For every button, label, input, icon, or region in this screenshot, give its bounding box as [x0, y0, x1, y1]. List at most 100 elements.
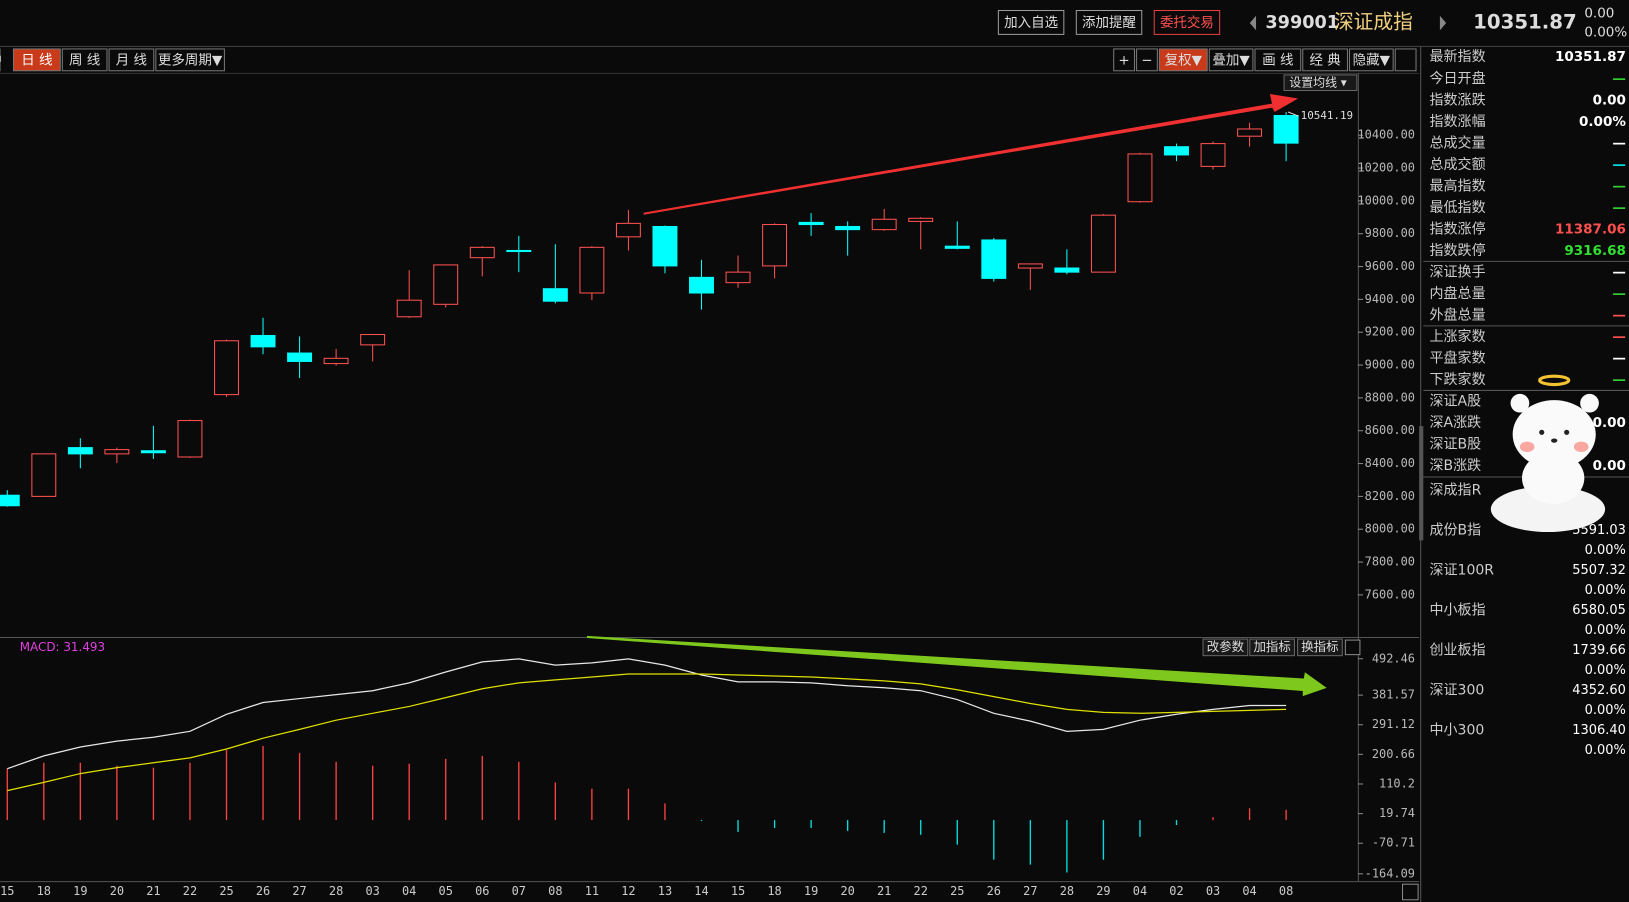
chart-tool-label[interactable]: 画 线 — [1262, 52, 1293, 68]
button[interactable] — [997, 9, 1065, 35]
y-tick-label: 8400.00 — [1365, 456, 1415, 470]
y-tick-label: 9200.00 — [1365, 325, 1415, 339]
button-label[interactable]: 加入自选 — [1004, 15, 1058, 31]
y-tick-label: 8200.00 — [1365, 489, 1415, 503]
stock-name: 深证成指 — [1334, 10, 1413, 33]
candle-body — [542, 288, 568, 302]
period-tab-label[interactable]: 月 线 — [116, 52, 147, 68]
panel-label: 深证换手 — [1430, 263, 1486, 280]
panel-label: 指数跌停 — [1430, 242, 1486, 259]
panel-value: 10351.87 — [1555, 49, 1626, 65]
candle-body — [469, 246, 495, 259]
index-pct: 0.00% — [1585, 743, 1626, 758]
chart-tool-label[interactable]: + — [1118, 52, 1129, 68]
period-tab[interactable] — [61, 48, 108, 72]
index-value: 5507.32 — [1572, 563, 1626, 578]
period-tab-label[interactable]: 钟 — [0, 51, 2, 68]
chart-tool-label[interactable]: 叠加▼ — [1212, 52, 1250, 68]
candle-body — [1054, 267, 1080, 273]
panel-label: 上涨家数 — [1430, 328, 1486, 345]
bear-eye — [1564, 429, 1570, 435]
x-tick-label: 03 — [365, 884, 379, 898]
high-pointer — [1287, 111, 1299, 117]
chart-tool-label[interactable]: − — [1141, 52, 1152, 68]
indicator-button-label[interactable]: 换指标 — [1301, 639, 1338, 654]
fullscreen-button[interactable] — [1394, 48, 1417, 72]
x-tick-label: 29 — [1096, 884, 1110, 898]
candle-body — [762, 224, 788, 267]
prev-arrow[interactable] — [1249, 15, 1257, 31]
y-tick-label: 381.57 — [1372, 688, 1415, 702]
indicator-button[interactable] — [1297, 638, 1343, 657]
chart-tool-label[interactable]: 隐藏▼ — [1353, 52, 1391, 68]
x-tick-label: 21 — [877, 884, 891, 898]
x-tick-label: 03 — [1206, 884, 1220, 898]
indicator-button-label[interactable]: 加指标 — [1253, 639, 1290, 654]
chart-tool[interactable] — [1302, 48, 1348, 72]
x-tick-label: 22 — [183, 884, 197, 898]
candle-body — [1200, 143, 1226, 167]
panel-value: 11387.06 — [1555, 221, 1626, 237]
chart-tool-label[interactable]: 复权▼ — [1165, 51, 1203, 68]
y-tick-label: 10400.00 — [1357, 128, 1415, 142]
high-label: 10541.19 — [1301, 109, 1353, 122]
indicator-button-label[interactable]: 改参数 — [1207, 639, 1245, 654]
sticker — [1490, 374, 1606, 533]
period-tab-label[interactable]: 日 线 — [21, 52, 52, 68]
index-label: 成份B指 — [1430, 522, 1482, 538]
period-tab[interactable] — [108, 48, 155, 72]
period-tab[interactable] — [12, 48, 61, 72]
x-tick-label: 15 — [0, 884, 14, 898]
ma-setting[interactable] — [1283, 74, 1358, 92]
panel-value: — — [1612, 307, 1626, 323]
bear-eye — [1539, 429, 1545, 435]
change-pct: 0.00% — [1584, 24, 1627, 40]
index-pct: 0.00% — [1585, 703, 1626, 718]
green-trend-arrow — [586, 635, 1327, 697]
index-value: 4352.60 — [1572, 683, 1626, 698]
button[interactable] — [1153, 9, 1221, 35]
panel-label: 最新指数 — [1430, 49, 1486, 65]
panel-value: 9316.68 — [1564, 243, 1626, 259]
x-tick-label: 18 — [37, 884, 51, 898]
candle-body — [1127, 153, 1153, 203]
index-value: 6580.05 — [1572, 603, 1626, 618]
chart-tool[interactable] — [1208, 48, 1254, 72]
close-button[interactable] — [1344, 639, 1361, 656]
x-tick-label: 04 — [1133, 884, 1147, 898]
chart-tool[interactable] — [1349, 48, 1394, 72]
y-tick-label: 10000.00 — [1357, 193, 1415, 207]
scroll-button[interactable] — [1401, 883, 1419, 901]
panel-value: — — [1612, 178, 1626, 194]
candle-body — [871, 218, 897, 231]
button[interactable] — [1075, 9, 1143, 35]
indicator-button[interactable] — [1249, 638, 1295, 657]
chart-tool[interactable] — [1136, 48, 1158, 72]
x-tick-label: 05 — [439, 884, 453, 898]
panel-value: — — [1612, 372, 1626, 388]
panel-label: 指数涨跌 — [1430, 92, 1486, 108]
button-label[interactable]: 添加提醒 — [1082, 15, 1137, 31]
indicator-button[interactable] — [1202, 638, 1249, 657]
period-tab[interactable] — [155, 48, 225, 72]
ma-setting-label[interactable]: 设置均线 ▾ — [1289, 76, 1347, 90]
chart-tool[interactable] — [1113, 48, 1136, 72]
panel-label: 今日开盘 — [1430, 70, 1486, 87]
candle-body — [396, 299, 422, 318]
scroll-handle[interactable] — [1419, 426, 1424, 541]
period-tab-label[interactable]: 周 线 — [69, 52, 100, 68]
index-pct: 0.00% — [1585, 543, 1626, 558]
next-arrow[interactable] — [1439, 15, 1447, 31]
candle-body — [579, 246, 605, 294]
period-tab-label[interactable]: 更多周期▼ — [158, 51, 223, 68]
candle-body — [1090, 214, 1116, 273]
candle-body — [433, 264, 459, 305]
chart-tool[interactable] — [1254, 48, 1302, 72]
button-label[interactable]: 委托交易 — [1160, 14, 1214, 31]
x-tick-label: 27 — [1023, 884, 1037, 898]
chart-tool[interactable] — [1158, 48, 1208, 72]
chart-tool-label[interactable]: 经 典 — [1309, 52, 1340, 68]
panel-label: 指数涨停 — [1430, 220, 1486, 237]
